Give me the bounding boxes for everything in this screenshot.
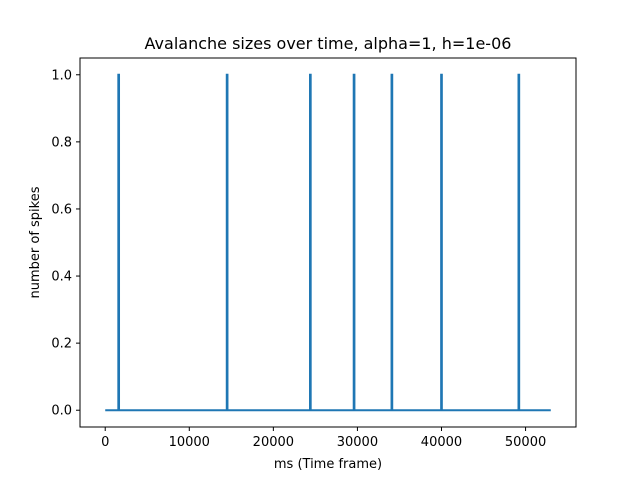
x-tick-label: 0 xyxy=(101,435,109,450)
y-tick-label: 0.0 xyxy=(51,404,72,419)
x-tick-label: 30000 xyxy=(337,435,378,450)
chart-title: Avalanche sizes over time, alpha=1, h=1e… xyxy=(145,34,512,53)
y-tick-label: 0.8 xyxy=(51,135,72,150)
y-axis-ticks: 0.0 0.2 0.4 0.6 0.8 1.0 xyxy=(51,68,80,419)
y-tick-label: 1.0 xyxy=(51,68,72,83)
plot-area xyxy=(105,73,551,412)
x-tick-label: 20000 xyxy=(253,435,294,450)
series-line xyxy=(105,73,551,412)
y-tick-label: 0.4 xyxy=(51,270,72,285)
x-axis-label: ms (Time frame) xyxy=(274,457,382,472)
y-tick-label: 0.2 xyxy=(51,337,72,352)
axes-frame xyxy=(79,57,577,428)
series-layer xyxy=(105,73,551,412)
x-tick-label: 10000 xyxy=(169,435,210,450)
x-tick-label: 50000 xyxy=(505,435,546,450)
x-axis-ticks: 0 10000 20000 30000 40000 50000 xyxy=(101,427,546,450)
x-tick-label: 40000 xyxy=(421,435,462,450)
y-axis-label: number of spikes xyxy=(28,186,43,298)
y-tick-label: 0.6 xyxy=(51,202,72,217)
